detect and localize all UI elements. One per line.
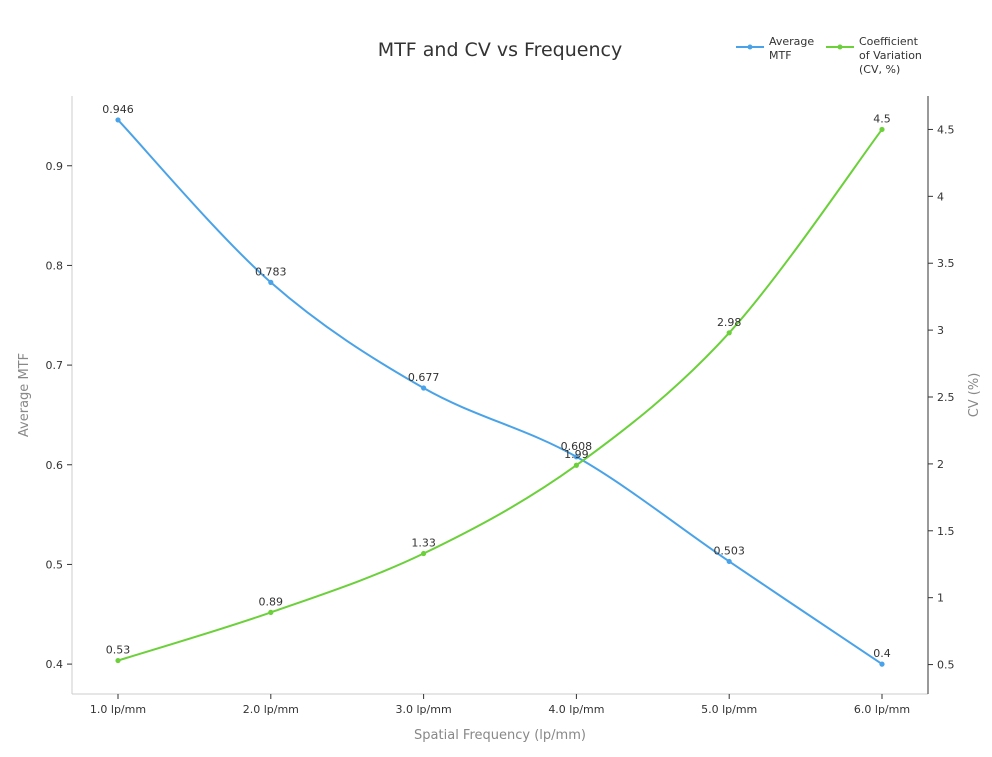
legend-label: MTF [769, 49, 792, 62]
y-right-tick-label: 2.5 [937, 391, 955, 404]
x-tick-label: 6.0 lp/mm [854, 703, 910, 716]
y-left-tick-label: 0.6 [46, 459, 64, 472]
legend-swatch-marker [837, 44, 843, 50]
data-point [115, 117, 121, 123]
x-tick-label: 5.0 lp/mm [701, 703, 757, 716]
y-right-tick-label: 3 [937, 324, 944, 337]
data-label: 0.783 [255, 265, 287, 278]
y-right-tick-label: 2 [937, 458, 944, 471]
chart-title: MTF and CV vs Frequency [378, 39, 622, 61]
data-point [421, 550, 427, 557]
legend-label: Coefficient [859, 35, 919, 48]
data-point [573, 454, 580, 460]
data-label: 1.99 [564, 448, 589, 461]
series-average-mtf: 0.946 0.783 0.677 0.608 0.503 0.4 [102, 103, 891, 667]
data-point [879, 661, 885, 667]
data-label: 4.5 [873, 112, 891, 125]
x-tick-label: 1.0 lp/mm [90, 703, 146, 716]
y-right-tick-label: 4 [937, 190, 944, 203]
legend-label: Average [769, 35, 814, 48]
y-left-tick-label: 0.8 [46, 259, 64, 272]
series-layer: 0.946 0.783 0.677 0.608 0.503 0.4 0.53 0.89 1.33… [102, 103, 891, 667]
y-left-ticks: 0.4 0.5 0.6 0.7 0.8 0.9 [46, 160, 72, 671]
y-right-tick-label: 3.5 [937, 257, 955, 270]
x-axis-label: Spatial Frequency (lp/mm) [414, 728, 586, 743]
y-left-tick-label: 0.9 [46, 160, 64, 173]
data-label: 1.33 [411, 537, 436, 550]
data-point [268, 279, 274, 285]
data-point [726, 330, 732, 336]
legend-label: of Variation [859, 49, 922, 62]
y-right-tick-label: 0.5 [937, 659, 955, 672]
y-left-tick-label: 0.4 [46, 658, 64, 671]
data-point [268, 609, 274, 615]
axes [71, 96, 929, 695]
x-tick-label: 3.0 lp/mm [396, 703, 452, 716]
data-point [421, 385, 427, 391]
data-point [573, 462, 580, 468]
y-right-tick-label: 1.5 [937, 525, 955, 538]
y-right-tick-label: 1 [937, 592, 944, 605]
y-right-axis-label: CV (%) [967, 373, 982, 418]
series-cv: 0.53 0.89 1.33 1.99 2.98 4.5 [106, 112, 891, 664]
data-point [726, 558, 732, 565]
data-label: 0.4 [873, 647, 891, 660]
y-left-tick-label: 0.7 [46, 359, 64, 372]
legend-label: (CV, %) [859, 63, 900, 76]
data-label: 2.98 [717, 316, 742, 329]
y-right-tick-label: 4.5 [937, 123, 955, 136]
x-tick-label: 2.0 lp/mm [243, 703, 299, 716]
data-point [115, 657, 121, 664]
data-point [879, 126, 885, 133]
data-label: 0.608 [561, 440, 593, 453]
data-label: 0.503 [713, 544, 745, 557]
data-label: 0.946 [102, 103, 134, 116]
series-line [117, 119, 883, 665]
legend-swatch-marker [747, 44, 753, 50]
x-ticks: 1.0 lp/mm 2.0 lp/mm 3.0 lp/mm 4.0 lp/mm 5.0 … [90, 694, 910, 716]
y-right-ticks: 0.5 1 1.5 2 2.5 3 3.5 4 4.5 [928, 123, 955, 672]
data-label: 0.677 [408, 371, 440, 384]
series-line [117, 128, 883, 662]
data-label: 0.53 [106, 644, 131, 657]
x-tick-label: 4.0 lp/mm [548, 703, 604, 716]
data-label: 0.89 [259, 595, 284, 608]
y-left-tick-label: 0.5 [46, 558, 64, 571]
y-left-axis-label: Average MTF [17, 353, 32, 437]
